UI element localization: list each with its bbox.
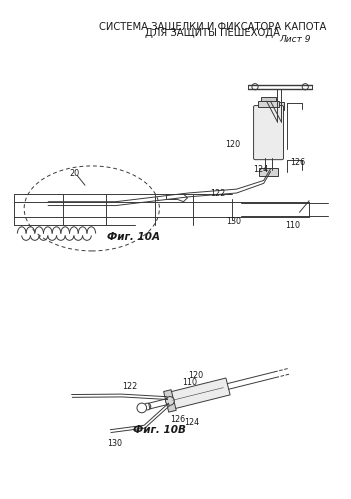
Text: 126: 126: [170, 415, 185, 424]
Text: Фиг. 10А: Фиг. 10А: [107, 233, 160, 243]
Text: 120: 120: [225, 140, 240, 149]
Text: 122: 122: [211, 190, 226, 199]
Text: 126: 126: [290, 158, 305, 167]
Text: 20: 20: [69, 169, 80, 178]
Text: СИСТЕМА ЗАЩЕЛКИ И ФИКСАТОРА КАПОТА: СИСТЕМА ЗАЩЕЛКИ И ФИКСАТОРА КАПОТА: [99, 21, 326, 31]
Circle shape: [144, 403, 151, 410]
FancyBboxPatch shape: [253, 106, 284, 160]
Polygon shape: [166, 378, 230, 410]
Text: 110: 110: [285, 222, 300, 231]
Text: 130: 130: [107, 439, 122, 448]
Text: 110: 110: [182, 378, 197, 387]
Text: ДЛЯ ЗАЩИТЫ ПЕШЕХОДА: ДЛЯ ЗАЩИТЫ ПЕШЕХОДА: [145, 28, 280, 38]
Bar: [258, 101, 279, 107]
Bar: [261, 97, 276, 101]
Circle shape: [166, 397, 174, 405]
Text: 120: 120: [188, 371, 204, 380]
Text: 124: 124: [184, 418, 199, 427]
Text: Фиг. 10В: Фиг. 10В: [133, 425, 186, 435]
Bar: [259, 168, 278, 176]
Bar: [274, 102, 284, 110]
Circle shape: [137, 403, 147, 413]
Text: 124: 124: [253, 165, 268, 174]
Circle shape: [252, 84, 258, 90]
Text: 122: 122: [122, 382, 138, 391]
Circle shape: [302, 84, 308, 90]
Text: 130: 130: [226, 218, 241, 227]
Text: Лист 9: Лист 9: [279, 34, 311, 43]
Polygon shape: [164, 390, 176, 412]
